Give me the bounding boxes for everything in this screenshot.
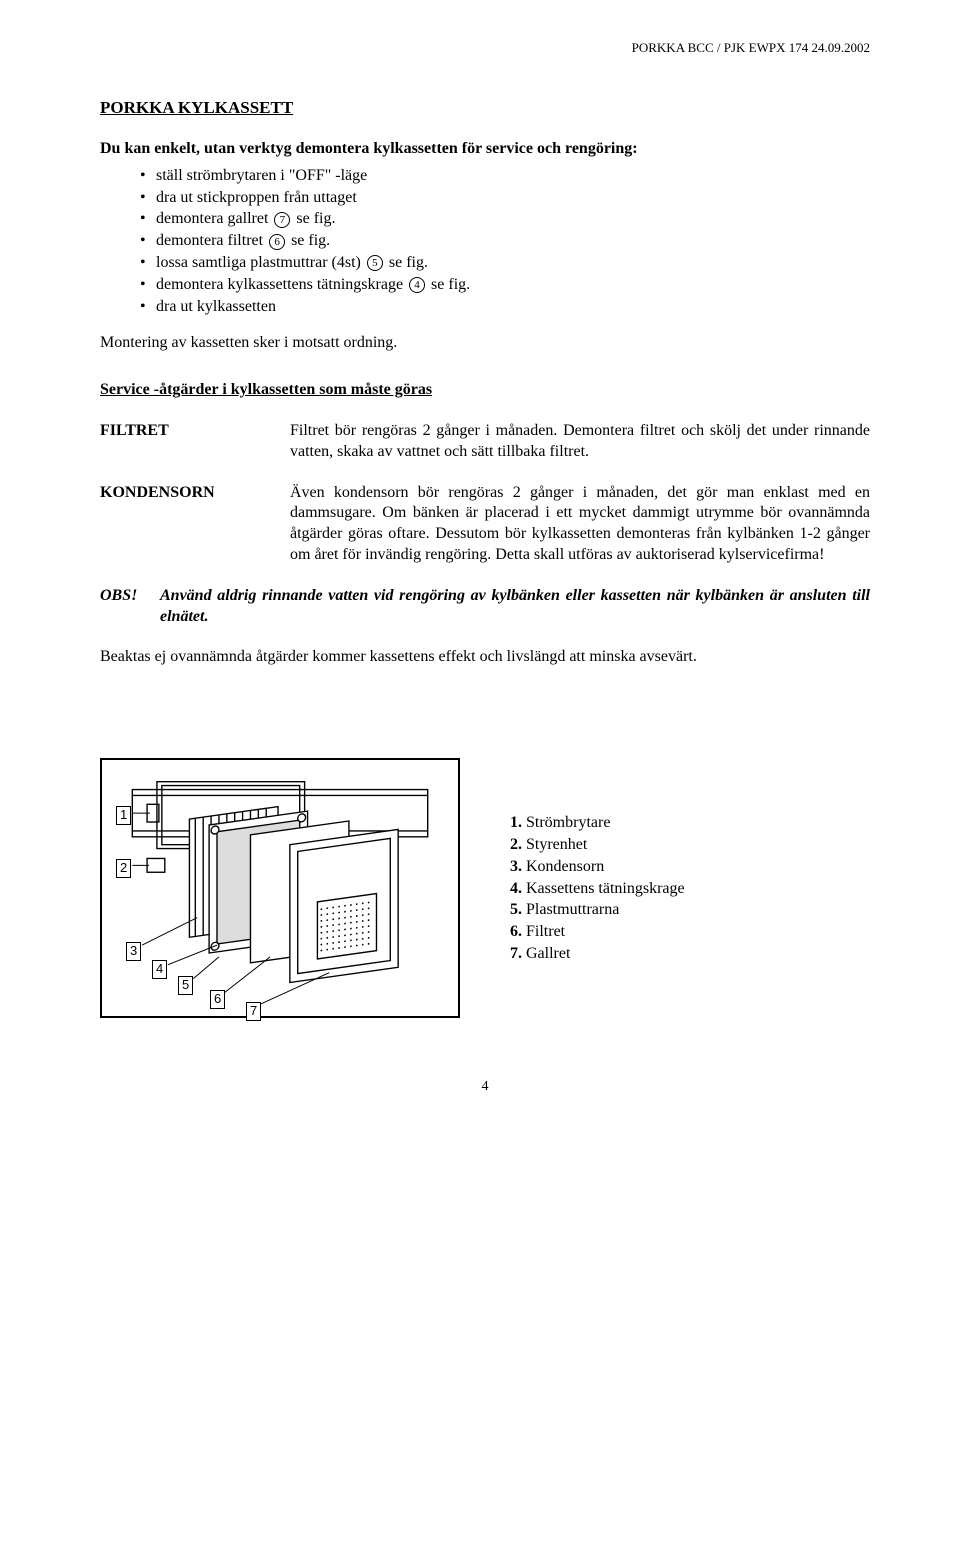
diagram-label-3: 3 bbox=[126, 942, 141, 961]
filtret-term: FILTRET bbox=[100, 421, 290, 463]
circled-number-icon: 5 bbox=[367, 255, 383, 271]
montering-note: Montering av kassetten sker i motsatt or… bbox=[100, 333, 870, 354]
filtret-body: Filtret bör rengöras 2 gånger i månaden.… bbox=[290, 421, 870, 463]
legend-item: 4. Kassettens tätningskrage bbox=[510, 879, 685, 900]
legend-list: 1. Strömbrytare2. Styrenhet3. Kondensorn… bbox=[510, 813, 685, 966]
intro-text: Du kan enkelt, utan verktyg demontera ky… bbox=[100, 139, 870, 160]
obs-term: OBS! bbox=[100, 586, 160, 628]
diagram-label-1: 1 bbox=[116, 806, 131, 825]
closing-text: Beaktas ej ovannämnda åtgärder kommer ka… bbox=[100, 647, 870, 668]
legend-item: 5. Plastmuttrarna bbox=[510, 900, 685, 921]
page-number: 4 bbox=[100, 1078, 870, 1096]
bullet-item: lossa samtliga plastmuttrar (4st) 5 se f… bbox=[140, 253, 870, 274]
bullet-item: demontera kylkassettens tätningskrage 4 … bbox=[140, 275, 870, 296]
legend-item: 1. Strömbrytare bbox=[510, 813, 685, 834]
bullet-list: ställ strömbrytaren i "OFF" -lägedra ut … bbox=[100, 166, 870, 318]
diagram-label-6: 6 bbox=[210, 990, 225, 1009]
obs-row: OBS! Använd aldrig rinnande vatten vid r… bbox=[100, 586, 870, 628]
kondensorn-row: KONDENSORN Även kondensorn bör rengöras … bbox=[100, 483, 870, 566]
doc-header: PORKKA BCC / PJK EWPX 174 24.09.2002 bbox=[100, 40, 870, 57]
legend-item: 6. Filtret bbox=[510, 922, 685, 943]
obs-body: Använd aldrig rinnande vatten vid rengör… bbox=[160, 586, 870, 628]
circled-number-icon: 6 bbox=[269, 234, 285, 250]
diagram-label-5: 5 bbox=[178, 976, 193, 995]
legend-item: 7. Gallret bbox=[510, 944, 685, 965]
diagram-label-4: 4 bbox=[152, 960, 167, 979]
service-title: Service -åtgärder i kylkassetten som mås… bbox=[100, 380, 870, 401]
circled-number-icon: 7 bbox=[274, 212, 290, 228]
kondensorn-term: KONDENSORN bbox=[100, 483, 290, 566]
bottom-section: 1 2 3 4 5 6 7 1. Strömbrytare2. Styrenhe… bbox=[100, 758, 870, 1018]
bullet-item: dra ut kylkassetten bbox=[140, 297, 870, 318]
page-title: PORKKA KYLKASSETT bbox=[100, 97, 870, 119]
bullet-item: dra ut stickproppen från uttaget bbox=[140, 188, 870, 209]
diagram-label-7: 7 bbox=[246, 1002, 261, 1021]
legend-item: 3. Kondensorn bbox=[510, 857, 685, 878]
kondensorn-body: Även kondensorn bör rengöras 2 gånger i … bbox=[290, 483, 870, 566]
bullet-item: demontera gallret 7 se fig. bbox=[140, 209, 870, 230]
bullet-item: demontera filtret 6 se fig. bbox=[140, 231, 870, 252]
circled-number-icon: 4 bbox=[409, 277, 425, 293]
bullet-item: ställ strömbrytaren i "OFF" -läge bbox=[140, 166, 870, 187]
filtret-row: FILTRET Filtret bör rengöras 2 gånger i … bbox=[100, 421, 870, 463]
diagram-label-2: 2 bbox=[116, 859, 131, 878]
legend-item: 2. Styrenhet bbox=[510, 835, 685, 856]
exploded-diagram: 1 2 3 4 5 6 7 bbox=[100, 758, 460, 1018]
